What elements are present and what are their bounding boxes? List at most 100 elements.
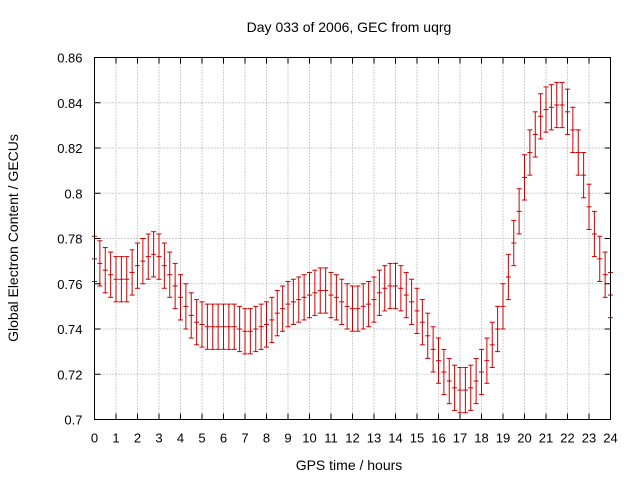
error-bar (253, 305, 259, 353)
error-bar (247, 308, 253, 355)
error-bar (387, 262, 393, 310)
error-bar (446, 357, 452, 405)
error-bar (570, 106, 576, 154)
error-bar (258, 303, 264, 350)
x-tick-label: 14 (388, 431, 402, 446)
x-tick-label: 8 (263, 431, 270, 446)
error-bar (414, 287, 420, 335)
x-tick-label: 21 (539, 431, 553, 446)
error-bar (489, 321, 495, 368)
error-bar (344, 283, 350, 330)
error-bar (436, 337, 441, 384)
error-bar (500, 283, 506, 330)
x-tick-label: 3 (155, 431, 162, 446)
error-bar (522, 154, 527, 201)
error-bar (231, 303, 237, 350)
x-tick-label: 23 (582, 431, 596, 446)
error-bar (516, 188, 522, 235)
error-bar (183, 283, 189, 330)
error-bar (178, 274, 183, 321)
error-bar (559, 81, 565, 129)
error-bar (548, 84, 554, 131)
error-bar (360, 283, 366, 330)
x-tick-label: 2 (134, 431, 141, 446)
error-bar (226, 303, 232, 350)
error-bar (527, 129, 533, 176)
error-bar (538, 93, 544, 140)
error-bar (124, 256, 130, 303)
error-bar (468, 364, 474, 411)
error-bar (403, 271, 409, 319)
error-bar (188, 292, 194, 339)
error-bar (151, 231, 157, 278)
error-bar (118, 256, 124, 303)
error-bar (505, 253, 511, 301)
error-bar (307, 271, 312, 319)
error-bar (532, 111, 538, 158)
y-tick-label: 0.74 (57, 322, 82, 337)
x-tick-label: 4 (177, 431, 184, 446)
plot-frame (94, 57, 611, 420)
error-bar (102, 247, 108, 294)
x-tick-label: 22 (560, 431, 574, 446)
error-bar (333, 274, 339, 321)
x-tick-label: 9 (284, 431, 291, 446)
error-bar (339, 278, 345, 325)
error-bar (145, 233, 151, 280)
x-tick-label: 13 (367, 431, 381, 446)
y-axis-label: Global Electron Content / GECUs (5, 134, 21, 342)
error-bar (398, 265, 404, 312)
x-tick-label: 16 (431, 431, 445, 446)
x-tick-label: 5 (198, 431, 205, 446)
error-bar (575, 129, 581, 176)
error-bar (210, 303, 216, 350)
error-bar (323, 267, 329, 314)
error-bar (581, 152, 587, 199)
error-bar (108, 251, 114, 298)
y-tick-label: 0.72 (57, 367, 82, 382)
error-bar (296, 276, 302, 323)
y-tick-label: 0.8 (64, 186, 82, 201)
error-bar (285, 280, 291, 328)
error-bar (457, 366, 463, 414)
error-bar (473, 357, 479, 405)
error-bar (280, 285, 286, 332)
error-bars (92, 81, 613, 414)
x-tick-label: 0 (91, 431, 98, 446)
x-tick-label: 18 (474, 431, 488, 446)
error-bar (479, 348, 484, 396)
y-tick-label: 0.7 (64, 413, 82, 428)
error-bar (97, 240, 103, 287)
error-bar (113, 256, 119, 303)
error-bar (204, 303, 210, 350)
error-bar (591, 210, 597, 258)
error-bar (156, 233, 162, 280)
chart-title: Day 033 of 2006, GEC from uqrg (247, 19, 452, 35)
error-bar (355, 285, 361, 332)
x-tick-label: 24 (603, 431, 617, 446)
error-bar (409, 278, 415, 325)
error-bar (199, 301, 205, 348)
error-bar (269, 296, 275, 344)
error-bar (371, 276, 377, 323)
error-bar (393, 262, 398, 310)
error-bar (242, 308, 248, 355)
x-tick-label: 19 (496, 431, 510, 446)
x-tick-label: 1 (112, 431, 119, 446)
y-tick-label: 0.76 (57, 277, 82, 292)
y-tick-label: 0.86 (57, 51, 82, 66)
error-bar (290, 278, 296, 325)
error-bar (495, 305, 501, 353)
error-bar (441, 348, 447, 396)
error-bar (161, 242, 167, 289)
y-tick-labels: 0.7 0.72 0.74 0.76 0.78 0.8 0.82 0.84 0.86 (57, 51, 82, 428)
error-bar (425, 312, 431, 359)
x-tick-label: 7 (241, 431, 248, 446)
x-tick-label: 20 (517, 431, 531, 446)
x-tick-label: 17 (453, 431, 467, 446)
error-bar (221, 303, 226, 350)
error-bar (135, 242, 140, 289)
error-bar (312, 269, 318, 316)
error-bar (376, 269, 382, 316)
x-tick-label: 6 (220, 431, 227, 446)
